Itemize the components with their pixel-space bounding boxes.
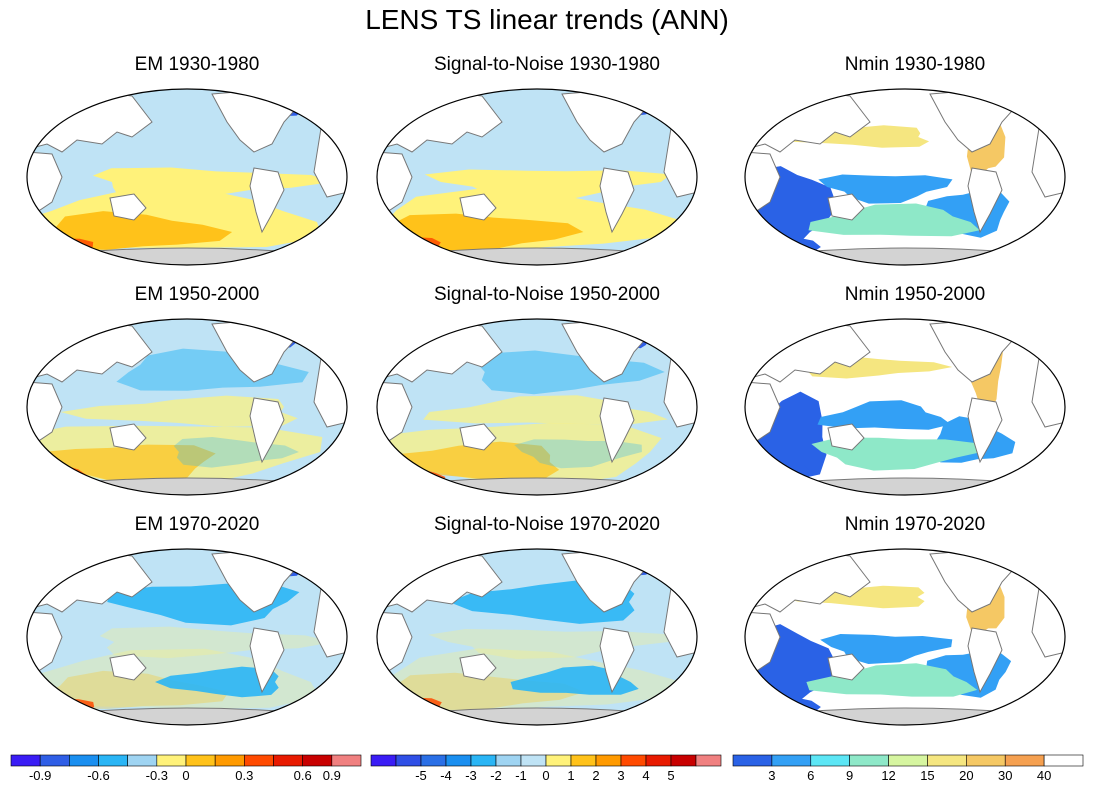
map-panel: EM 1930-1980: [22, 54, 372, 270]
colorbar-swatches: [732, 754, 1084, 767]
colorbar-swatch: [670, 754, 697, 767]
figure-title: LENS TS linear trends (ANN): [365, 4, 729, 35]
colorbar-swatch: [445, 754, 472, 767]
colorbar-swatch: [273, 754, 303, 767]
colorbar-swatch: [370, 754, 397, 767]
colorbar-label: 0: [542, 768, 550, 783]
robinson-map: [26, 548, 348, 726]
colorbar-label: 12: [881, 768, 896, 783]
colorbar-swatch: [39, 754, 70, 767]
colorbar-swatch: [420, 754, 447, 767]
colorbar-swatch: [520, 754, 547, 767]
colorbar-label: 15: [920, 768, 935, 783]
colorbar-swatch: [1004, 754, 1045, 767]
colorbar-label: -3: [465, 768, 477, 783]
colorbar-swatch: [966, 754, 1006, 767]
colorbar-swatch: [10, 754, 41, 767]
map-panel: Signal-to-Noise 1950-2000: [372, 284, 722, 500]
colorbar-swatch: [570, 754, 597, 767]
panel-title: Signal-to-Noise 1970-2020: [433, 514, 661, 535]
colorbar-swatch: [156, 754, 187, 767]
robinson-map: [744, 548, 1066, 726]
colorbar-label: 1: [567, 768, 575, 783]
colorbar-swatch: [495, 754, 522, 767]
colorbar-label: 2: [592, 768, 600, 783]
colorbar-swatch: [214, 754, 245, 767]
colorbar-label: 40: [1036, 768, 1052, 783]
panel-title: Nmin 1930-1980: [844, 54, 986, 75]
colorbar-swatch: [849, 754, 889, 767]
colorbar-label: -0.3: [145, 768, 169, 783]
colorbar-swatch: [595, 754, 622, 767]
map-panel: Nmin 1950-2000: [740, 284, 1090, 500]
colorbar-sn: -5 -4 -3 -2 -1 0 1 2 3 4 5: [370, 754, 722, 790]
robinson-map: [376, 548, 698, 726]
colorbar-swatch: [810, 754, 850, 767]
colorbar-swatch: [695, 754, 722, 767]
robinson-map: [26, 318, 348, 496]
robinson-map: [376, 88, 698, 266]
colorbar-label: -2: [490, 768, 502, 783]
colorbar-em: -0.9 -0.6 -0.3 0 0.3 0.6 0.9: [10, 754, 362, 790]
colorbar-swatch: [888, 754, 928, 767]
colorbar-label: 30: [997, 768, 1013, 783]
panel-title: Signal-to-Noise 1950-2000: [433, 284, 661, 305]
colorbar-label: 5: [667, 768, 675, 783]
colorbar-label: 9: [846, 768, 854, 783]
panel-title: EM 1930-1980: [134, 54, 260, 75]
colorbar-swatch: [98, 754, 128, 767]
map-panel: EM 1970-2020: [22, 514, 372, 730]
colorbar-swatch: [244, 754, 274, 767]
colorbar-swatch: [331, 754, 362, 767]
colorbar-label: -0.6: [87, 768, 110, 783]
colorbar-label: -4: [440, 768, 452, 783]
colorbar-nmin: 3 6 9 12 15 20 30 40: [732, 754, 1084, 790]
map-panel: Nmin 1970-2020: [740, 514, 1090, 730]
colorbar-swatch: [545, 754, 572, 767]
colorbar-swatch: [302, 754, 333, 767]
colorbar-swatches: [370, 754, 722, 767]
colorbar-label: -5: [415, 768, 427, 783]
colorbar-label: 4: [642, 768, 650, 783]
panel-title: EM 1970-2020: [134, 514, 260, 535]
colorbar-label: 0.9: [322, 768, 341, 783]
colorbar-label: -1: [515, 768, 527, 783]
panel-title: EM 1950-2000: [134, 284, 260, 305]
map-panel: EM 1950-2000: [22, 284, 372, 500]
colorbar-swatch: [127, 754, 158, 767]
panel-title: Nmin 1970-2020: [844, 514, 986, 535]
colorbar-swatch: [927, 754, 967, 767]
robinson-map: [744, 88, 1066, 266]
colorbar-swatch: [645, 754, 672, 767]
colorbar-swatch: [771, 754, 812, 767]
map-panel: Nmin 1930-1980: [740, 54, 1090, 270]
robinson-map: [26, 88, 348, 266]
colorbar-swatch: [395, 754, 422, 767]
colorbar-label: 0.6: [293, 768, 312, 783]
robinson-map: [376, 318, 698, 496]
colorbar-label: 0.3: [235, 768, 254, 783]
colorbar-label: -0.9: [28, 768, 52, 783]
colorbar-swatch: [185, 754, 216, 767]
panel-title: Signal-to-Noise 1930-1980: [433, 54, 661, 75]
colorbar-label: 3: [768, 768, 776, 783]
colorbar-label: 3: [617, 768, 625, 783]
colorbar-swatch: [470, 754, 497, 767]
colorbar-swatch: [732, 754, 773, 767]
map-panel: Signal-to-Noise 1930-1980: [372, 54, 722, 270]
colorbar-swatch: [620, 754, 647, 767]
colorbar-swatch: [1043, 754, 1084, 767]
colorbar-swatches: [10, 754, 362, 767]
map-panel: Signal-to-Noise 1970-2020: [372, 514, 722, 730]
colorbar-label: 6: [807, 768, 815, 783]
colorbar-swatch: [69, 754, 99, 767]
colorbar-label: 0: [182, 768, 190, 783]
colorbar-label: 20: [959, 768, 974, 783]
robinson-map: [744, 318, 1066, 496]
panel-title: Nmin 1950-2000: [844, 284, 986, 305]
